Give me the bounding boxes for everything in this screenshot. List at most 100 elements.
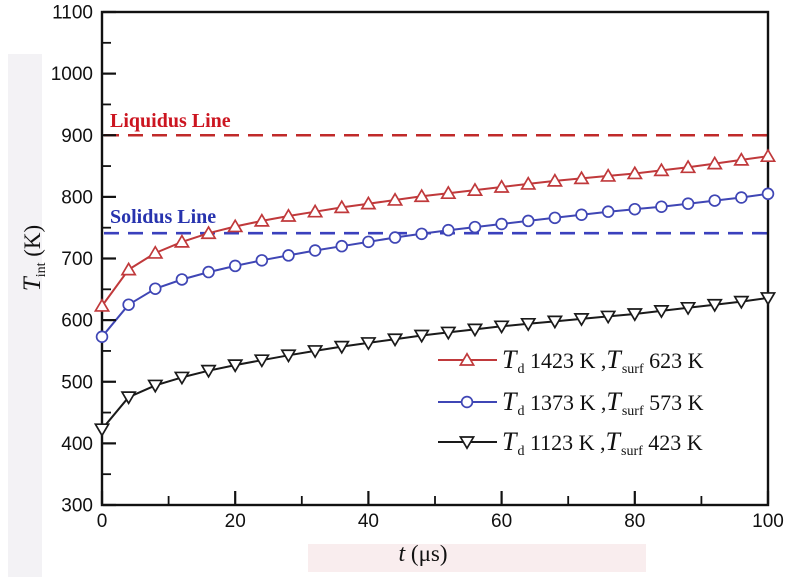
data-point-marker [280,349,297,364]
legend-item: Td 1123 K ,Tsurf 423 K [438,427,703,459]
data-point-marker [628,202,642,216]
data-point-marker [573,170,590,185]
data-point-marker [360,337,377,351]
data-point-marker [546,315,563,330]
data-point-marker [413,329,430,344]
data-point-marker [759,148,777,163]
data-point-marker [253,354,270,369]
y-tick-label: 700 [61,249,93,270]
data-point-marker [521,214,535,228]
y-tick-label: 400 [61,434,93,455]
data-point-marker [386,192,404,206]
data-point-marker [653,305,670,319]
data-point-marker [440,185,457,200]
data-point-marker [761,187,775,201]
data-point-marker [466,182,484,196]
data-point-marker [333,199,350,214]
data-point-marker [415,227,428,241]
liquidus-line-label: Liquidus Line [110,110,231,132]
data-point-marker [653,162,670,177]
data-point-marker [227,359,244,373]
data-point-marker [708,194,721,207]
reference-lines [104,133,767,235]
data-point-marker [601,205,615,218]
legend-item: Td 1373 K ,Tsurf 573 K [438,387,704,419]
y-tick-label: 800 [61,187,93,208]
data-point-marker [575,208,588,221]
data-point-marker [333,340,350,355]
data-point-marker [466,323,484,338]
data-point-markers [93,148,777,438]
data-point-marker [122,298,135,311]
data-point-marker [706,298,723,313]
x-tick-label: 80 [624,511,645,532]
data-point-marker [202,265,215,279]
y-tick-label: 300 [61,496,93,517]
data-point-marker [600,168,617,182]
data-point-marker [468,220,482,234]
data-point-marker [600,310,617,325]
data-point-marker [200,225,217,240]
x-tick-label: 100 [752,511,784,532]
legend-marker-triangle-up-icon [458,352,476,366]
data-point-marker [93,298,111,312]
data-point-marker [227,218,244,233]
data-point-marker [546,172,563,187]
data-point-marker [307,345,324,359]
legend-entry-label: Td 1123 K ,Tsurf 423 K [502,427,703,459]
x-tick-label: 40 [358,511,379,532]
data-point-marker [173,371,191,386]
x-tick-label: 0 [97,511,108,532]
data-point-marker [706,155,723,170]
data-point-marker [120,391,137,406]
bottom-highlight-band [308,544,646,572]
data-point-marker [626,308,643,322]
data-point-marker [388,231,402,244]
data-point-marker [335,239,349,253]
data-point-marker [655,200,668,213]
y-tick-label: 500 [61,372,93,393]
data-point-marker [679,301,697,316]
axis-tick-labels: 0 20 40 60 80 100 300 400 500 600 700 800 900 1000 110… [51,3,784,533]
data-point-marker [733,152,750,166]
data-point-marker [681,197,695,210]
data-point-marker [280,208,297,222]
data-point-marker [735,191,748,204]
data-point-marker [413,188,430,203]
data-point-marker [573,313,590,327]
data-point-marker [93,423,111,438]
x-tick-label: 20 [225,511,246,532]
data-point-marker [733,295,750,310]
legend-entry-label: Td 1373 K ,Tsurf 573 K [502,387,704,419]
data-point-marker [360,195,377,210]
axis-ticks [100,10,770,507]
legend-item: Td 1423 K ,Tsurf 623 K [438,345,704,377]
y-tick-label: 1100 [52,3,93,24]
data-point-marker [120,261,137,276]
x-tick-label: 60 [491,511,512,532]
data-point-marker [308,244,322,257]
legend-entry-label: Td 1423 K ,Tsurf 623 K [502,345,704,377]
data-point-marker [147,379,164,394]
data-point-marker [548,211,562,225]
legend-marker-triangle-down-icon [458,436,476,450]
data-point-marker [282,249,295,262]
data-point-marker [147,245,164,259]
data-point-marker [95,330,109,344]
data-point-marker [200,364,217,379]
data-point-marker [520,176,537,190]
data-point-marker [175,273,189,286]
data-point-marker [362,235,375,249]
data-point-marker [440,326,457,341]
data-point-marker [173,233,191,248]
data-point-marker [255,254,269,267]
y-axis-title: Tint (K) [19,225,49,291]
data-point-marker [442,223,455,237]
y-tick-label: 900 [61,126,93,147]
data-point-marker [626,165,643,180]
data-point-marker [149,282,162,295]
data-point-marker [759,292,777,306]
data-point-marker [386,333,404,348]
